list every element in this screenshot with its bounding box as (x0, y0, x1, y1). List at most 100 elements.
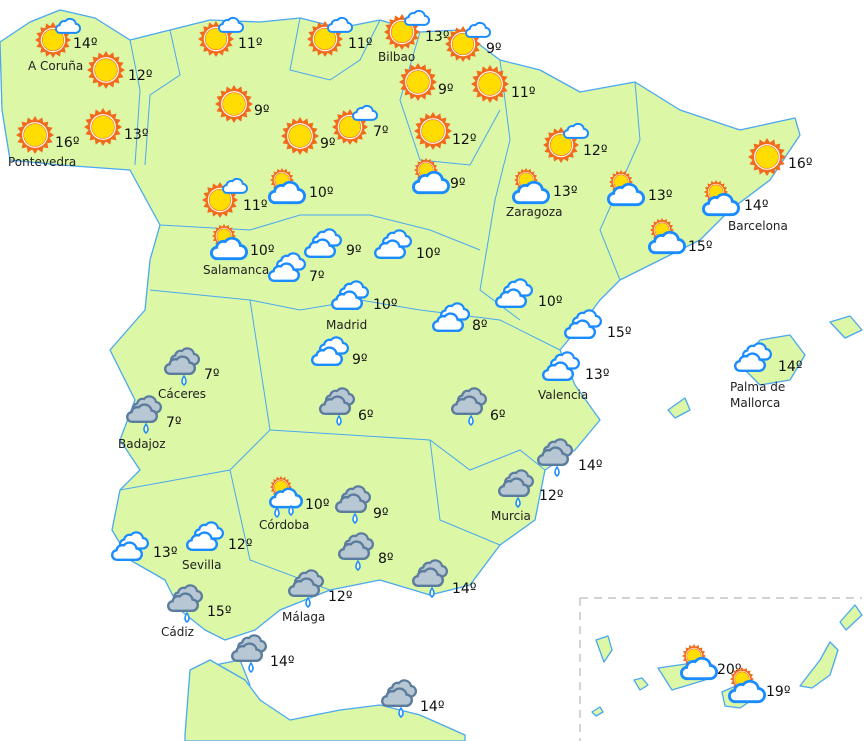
lanzarote (839, 604, 863, 631)
cloud-icon (495, 278, 533, 309)
rain-icon (335, 485, 371, 524)
station-label: Barcelona (728, 219, 788, 233)
cloud-icon (268, 252, 306, 283)
station-temperature: 14º (73, 36, 98, 52)
cloud-icon (111, 531, 149, 562)
cloud-sun-icon (268, 168, 306, 205)
station-temperature: 10º (538, 294, 563, 310)
station-label: Palma de Mallorca (730, 380, 786, 410)
station-temperature: 14º (578, 458, 603, 474)
station-temperature: 11º (348, 36, 373, 52)
station-temperature: 19º (766, 684, 791, 700)
rain-icon (451, 387, 487, 426)
cloud-sun-icon (702, 180, 740, 217)
cloud-icon (311, 336, 349, 367)
sun-icon (471, 65, 509, 103)
station-temperature: 7º (373, 124, 389, 140)
rain-icon (164, 347, 200, 386)
cloud-sun-icon (412, 158, 450, 195)
station-temperature: 8º (378, 551, 394, 567)
cloud-sun-icon (210, 224, 248, 261)
sun-icon (84, 108, 122, 146)
sun-cloud-icon (445, 21, 491, 62)
station-temperature: 10º (416, 246, 441, 262)
station-temperature: 12º (452, 132, 477, 148)
cloud-icon (734, 342, 772, 373)
station-temperature: 12º (228, 537, 253, 553)
station-label: Cáceres (158, 387, 207, 401)
rain-icon (288, 569, 324, 608)
station-temperature: 7º (204, 367, 220, 383)
station-temperature: 12º (328, 589, 353, 605)
rain-icon (126, 395, 162, 434)
station-temperature: 13º (124, 127, 149, 143)
station-label: Córdoba (259, 518, 310, 532)
station-temperature: 15º (607, 325, 632, 341)
sun-icon (87, 51, 125, 89)
menorca (829, 315, 863, 339)
rain-sun-icon (269, 476, 303, 518)
station-temperature: 7º (166, 415, 182, 431)
station-temperature: 16º (55, 135, 80, 151)
station-label: Salamanca (203, 263, 270, 277)
station-temperature: 13º (553, 184, 578, 200)
sun-icon (281, 117, 319, 155)
rain-icon (231, 634, 267, 673)
station-label: Zaragoza (506, 205, 563, 219)
sun-cloud-icon (307, 16, 353, 57)
rain-icon (412, 559, 448, 598)
cloud-icon (564, 309, 602, 340)
el-hierro (591, 706, 604, 717)
station-label: Sevilla (182, 558, 222, 572)
ibiza (667, 397, 691, 419)
station-temperature: 7º (309, 269, 325, 285)
station-temperature: 14º (744, 198, 769, 214)
station-temperature: 11º (511, 85, 536, 101)
station-temperature: 12º (583, 143, 608, 159)
station-temperature: 15º (688, 239, 713, 255)
fuerteventura (799, 641, 839, 689)
mainland-spain (0, 9, 801, 641)
rain-icon (537, 438, 573, 477)
station-temperature: 13º (585, 367, 610, 383)
sun-cloud-icon (384, 9, 430, 50)
station-label: A Coruña (28, 59, 84, 73)
cloud-sun-icon (607, 170, 645, 207)
la-gomera (633, 677, 649, 691)
station-temperature: 10º (373, 297, 398, 313)
station-temperature: 13º (153, 545, 178, 561)
station-temperature: 12º (128, 68, 153, 84)
sun-cloud-icon (332, 104, 378, 145)
cloud-icon (186, 521, 224, 552)
sun-cloud-icon (543, 122, 589, 163)
sun-cloud-icon (198, 16, 244, 57)
station-temperature: 14º (452, 581, 477, 597)
station-temperature: 11º (243, 198, 268, 214)
cloud-sun-icon (648, 218, 686, 255)
station-temperature: 14º (778, 359, 803, 375)
cloud-icon (374, 229, 412, 260)
melilla-coast (184, 659, 466, 741)
station-label: Badajoz (118, 437, 166, 451)
rain-icon (167, 584, 203, 623)
station-label: Bilbao (378, 50, 416, 64)
station-label: Murcia (491, 509, 531, 523)
station-temperature: 9º (254, 103, 270, 119)
rain-icon (338, 532, 374, 571)
sun-icon (399, 63, 437, 101)
rain-icon (319, 387, 355, 426)
la-palma (595, 635, 613, 663)
station-temperature: 14º (420, 699, 445, 715)
station-temperature: 9º (450, 176, 466, 192)
station-temperature: 12º (539, 488, 564, 504)
cloud-icon (432, 302, 470, 333)
station-temperature: 9º (438, 82, 454, 98)
station-temperature: 9º (346, 243, 362, 259)
station-label: Málaga (282, 610, 326, 624)
rain-icon (498, 469, 534, 508)
station-label: Valencia (538, 388, 589, 402)
sun-icon (16, 116, 54, 154)
cloud-icon (304, 228, 342, 259)
cloud-sun-icon (512, 168, 550, 205)
station-temperature: 15º (207, 604, 232, 620)
